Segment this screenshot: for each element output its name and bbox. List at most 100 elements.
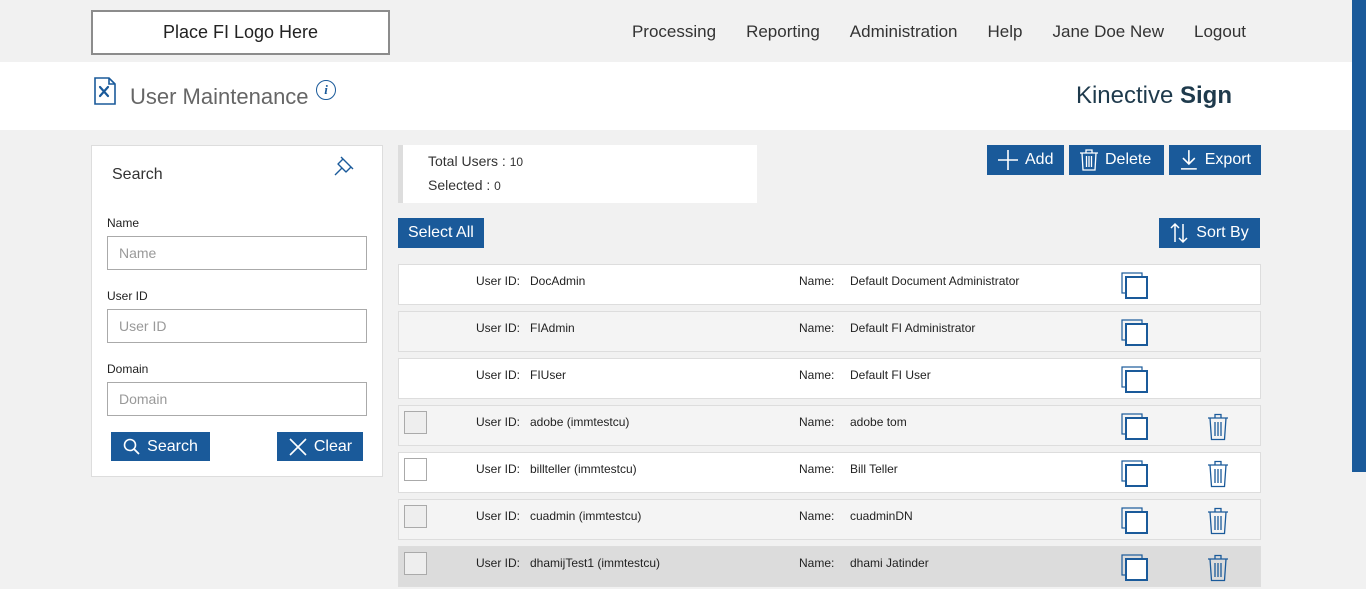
selected-value: 0 bbox=[494, 179, 501, 193]
copy-icon[interactable] bbox=[1121, 460, 1149, 488]
userid-input[interactable] bbox=[107, 309, 367, 343]
name-value: Bill Teller bbox=[850, 462, 898, 476]
main-nav: Processing Reporting Administration Help… bbox=[632, 22, 1246, 42]
name-value: Default Document Administrator bbox=[850, 274, 1020, 288]
search-button-label: Search bbox=[147, 437, 198, 455]
user-id-label: User ID: bbox=[476, 509, 521, 523]
search-button[interactable]: Search bbox=[111, 432, 210, 461]
trash-icon[interactable] bbox=[1207, 554, 1229, 582]
row-checkbox[interactable] bbox=[404, 411, 427, 434]
name-value: dhami Jatinder bbox=[850, 556, 929, 570]
name-value: cuadminDN bbox=[850, 509, 913, 523]
close-icon bbox=[289, 437, 307, 456]
action-toolbar: Add Delete Export bbox=[987, 145, 1261, 175]
name-label: Name: bbox=[799, 368, 835, 382]
table-row[interactable]: User ID: billteller (immtestcu) Name: Bi… bbox=[398, 452, 1261, 493]
domain-label: Domain bbox=[107, 362, 149, 376]
name-label: Name: bbox=[799, 462, 835, 476]
export-button-label: Export bbox=[1204, 151, 1251, 168]
trash-icon[interactable] bbox=[1207, 413, 1229, 441]
user-id-label: User ID: bbox=[476, 415, 521, 429]
page-title: User Maintenance bbox=[130, 84, 309, 109]
search-panel: Search Name User ID Domain Search Clear bbox=[91, 145, 383, 477]
add-button[interactable]: Add bbox=[987, 145, 1064, 175]
user-id-value: dhamijTest1 (immtestcu) bbox=[530, 556, 661, 570]
select-all-button[interactable]: Select All bbox=[398, 218, 484, 248]
name-label: Name: bbox=[799, 509, 835, 523]
trash-icon[interactable] bbox=[1207, 460, 1229, 488]
pin-icon[interactable] bbox=[332, 154, 356, 178]
export-button[interactable]: Export bbox=[1169, 145, 1261, 175]
user-summary: Total Users : 10 Selected : 0 bbox=[398, 145, 757, 203]
copy-icon[interactable] bbox=[1121, 554, 1149, 582]
sort-by-button[interactable]: Sort By bbox=[1159, 218, 1260, 248]
delete-button-label: Delete bbox=[1105, 151, 1152, 168]
delete-button[interactable]: Delete bbox=[1069, 145, 1164, 175]
fi-logo-placeholder[interactable]: Place FI Logo Here bbox=[91, 10, 390, 55]
name-label: Name: bbox=[799, 321, 835, 335]
name-value: adobe tom bbox=[850, 415, 907, 429]
clear-button-label: Clear bbox=[313, 437, 353, 455]
selected-label: Selected : bbox=[428, 177, 495, 193]
user-id-label: User ID: bbox=[476, 556, 521, 570]
total-users-label: Total Users : bbox=[428, 153, 510, 169]
row-checkbox[interactable] bbox=[404, 458, 427, 481]
user-id-label: User ID: bbox=[476, 321, 521, 335]
user-id-label: User ID: bbox=[476, 368, 521, 382]
user-id-value: DocAdmin bbox=[530, 274, 586, 288]
nav-reporting[interactable]: Reporting bbox=[746, 22, 820, 41]
user-list: User ID: DocAdmin Name: Default Document… bbox=[398, 264, 1261, 589]
name-value: Default FI User bbox=[850, 368, 931, 382]
copy-icon[interactable] bbox=[1121, 366, 1149, 394]
name-input[interactable] bbox=[107, 236, 367, 270]
row-checkbox[interactable] bbox=[404, 552, 427, 575]
user-id-value: billteller (immtestcu) bbox=[530, 462, 637, 476]
user-id-value: FIUser bbox=[530, 368, 566, 382]
nav-help[interactable]: Help bbox=[987, 22, 1023, 41]
trash-icon[interactable] bbox=[1207, 507, 1229, 535]
total-users: Total Users : 10 bbox=[428, 153, 523, 169]
trash-icon bbox=[1080, 149, 1098, 171]
user-id-label: User ID: bbox=[476, 274, 521, 288]
copy-icon[interactable] bbox=[1121, 272, 1149, 300]
domain-input[interactable] bbox=[107, 382, 367, 416]
user-id-value: adobe (immtestcu) bbox=[530, 415, 630, 429]
scrollbar[interactable] bbox=[1352, 0, 1366, 472]
table-row[interactable]: User ID: FIUser Name: Default FI User bbox=[398, 358, 1261, 399]
nav-user-profile[interactable]: Jane Doe New bbox=[1052, 22, 1164, 41]
table-row[interactable]: User ID: adobe (immtestcu) Name: adobe t… bbox=[398, 405, 1261, 446]
copy-icon[interactable] bbox=[1121, 507, 1149, 535]
table-row[interactable]: User ID: dhamijTest1 (immtestcu) Name: d… bbox=[398, 546, 1261, 587]
sort-icon bbox=[1170, 222, 1188, 244]
user-id-value: FIAdmin bbox=[530, 321, 575, 335]
clear-button[interactable]: Clear bbox=[277, 432, 363, 461]
user-id-value: cuadmin (immtestcu) bbox=[530, 509, 642, 523]
user-id-label: User ID: bbox=[476, 462, 521, 476]
copy-icon[interactable] bbox=[1121, 319, 1149, 347]
selected-users: Selected : 0 bbox=[428, 177, 501, 193]
plus-icon bbox=[998, 150, 1018, 170]
search-icon bbox=[123, 438, 140, 455]
name-label: Name bbox=[107, 216, 140, 230]
table-row[interactable]: User ID: FIAdmin Name: Default FI Admini… bbox=[398, 311, 1261, 352]
brand-bold: Sign bbox=[1180, 82, 1232, 109]
nav-logout[interactable]: Logout bbox=[1194, 22, 1246, 41]
name-value: Default FI Administrator bbox=[850, 321, 976, 335]
copy-icon[interactable] bbox=[1121, 413, 1149, 441]
download-icon bbox=[1180, 150, 1197, 170]
info-icon[interactable]: i bbox=[316, 80, 336, 100]
table-row[interactable]: User ID: cuadmin (immtestcu) Name: cuadm… bbox=[398, 499, 1261, 540]
name-label: Name: bbox=[799, 556, 835, 570]
table-row[interactable]: User ID: DocAdmin Name: Default Document… bbox=[398, 264, 1261, 305]
total-users-value: 10 bbox=[509, 155, 524, 169]
row-checkbox[interactable] bbox=[404, 505, 427, 528]
top-bar: Place FI Logo Here Processing Reporting … bbox=[0, 0, 1366, 62]
userid-label: User ID bbox=[107, 289, 148, 303]
sort-by-label: Sort By bbox=[1196, 224, 1249, 241]
name-label: Name: bbox=[799, 415, 835, 429]
brand-prefix: Kinective bbox=[1075, 82, 1174, 109]
settings-doc-icon bbox=[94, 77, 116, 105]
nav-administration[interactable]: Administration bbox=[849, 22, 958, 41]
nav-processing[interactable]: Processing bbox=[631, 22, 717, 41]
page-header: User Maintenance i Kinective Sign bbox=[0, 62, 1352, 130]
